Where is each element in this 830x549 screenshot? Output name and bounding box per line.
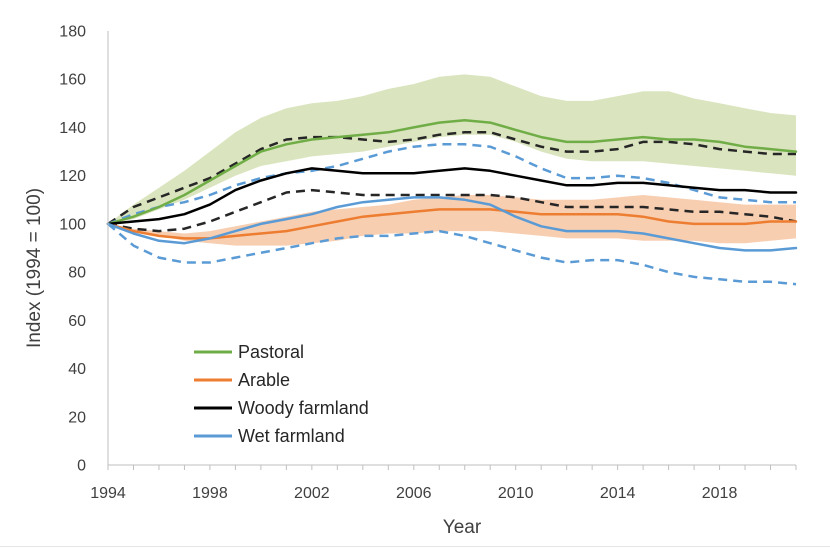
series-line-wet-farmland-lower-dashed- xyxy=(107,222,797,286)
y-tick-label: 180 xyxy=(59,24,86,41)
series-line-woody-farmland-dashed- xyxy=(107,131,796,225)
x-tick-label: 2014 xyxy=(600,485,636,502)
x-tick-label: 1998 xyxy=(192,485,228,502)
y-tick-label: 20 xyxy=(68,409,86,426)
series-line-woody-farmland-lower-dashed- xyxy=(107,188,797,233)
bottom-divider xyxy=(0,546,830,547)
series-line-arable xyxy=(106,208,798,240)
series-line-woody-farmland xyxy=(106,167,798,226)
y-tick-label: 100 xyxy=(59,216,86,233)
series-line-wet-farmland xyxy=(106,196,798,252)
y-tick-label: 40 xyxy=(68,361,86,378)
legend-label: Arable xyxy=(238,370,290,390)
series-line-pastoral xyxy=(106,118,798,226)
x-tick-label: 2010 xyxy=(498,485,534,502)
y-axis-title: Index (1994 = 100) xyxy=(24,188,45,348)
series-lines xyxy=(106,118,798,286)
band-pastoral-range xyxy=(108,74,796,224)
y-tick-label: 160 xyxy=(59,72,86,89)
axes: 0 20 40 60 80 100 120 140 160 180 1994 1998 2002 2006… xyxy=(24,24,797,538)
y-tick-label: 60 xyxy=(68,313,86,330)
x-axis-title: Year xyxy=(443,517,482,538)
x-tick-label: 1994 xyxy=(90,485,126,502)
legend: Pastoral Arable Woody farmland Wet farmland xyxy=(194,342,369,446)
x-tick-label: 2002 xyxy=(294,485,330,502)
legend-label: Wet farmland xyxy=(238,426,345,446)
legend-label: Pastoral xyxy=(238,342,304,362)
legend-label: Woody farmland xyxy=(238,398,369,418)
y-tick-label: 140 xyxy=(59,120,86,137)
x-tick-label: 2018 xyxy=(702,485,738,502)
y-tick-label: 120 xyxy=(59,168,86,185)
x-tick-label: 2006 xyxy=(396,485,432,502)
y-tick-label: 80 xyxy=(68,265,86,282)
y-tick-label: 0 xyxy=(77,458,86,475)
